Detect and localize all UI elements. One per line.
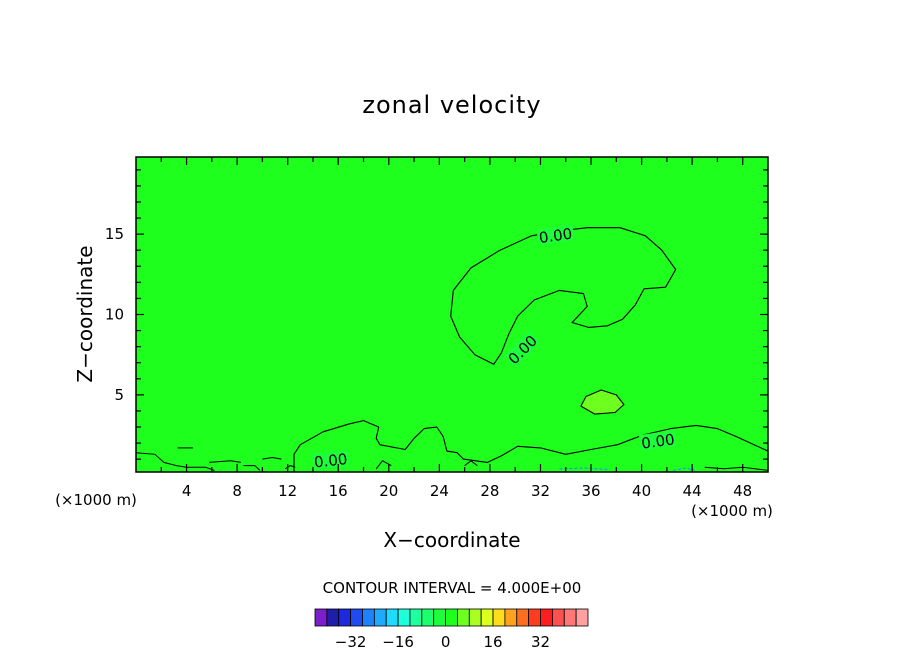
colorbar-swatch <box>528 608 541 627</box>
contour-region-3 <box>293 420 769 473</box>
svg-text:0.00: 0.00 <box>640 430 676 452</box>
lower-contour-fringes <box>135 447 769 471</box>
contour-fringe-3 <box>243 465 261 471</box>
y-tick-labels: 5 10 15 <box>105 225 124 404</box>
x-tick-label: 8 <box>232 482 242 500</box>
colorbar-tick-label: 32 <box>531 633 550 651</box>
contour-region-2 <box>580 389 625 415</box>
colorbar-swatch <box>409 608 423 627</box>
negative-contour-1 <box>559 467 611 471</box>
colorbar-tick-label: −32 <box>335 633 367 651</box>
x-tick-label: 28 <box>480 482 499 500</box>
colorbar-swatch <box>385 608 399 627</box>
colorbar-swatch <box>326 608 340 627</box>
colorbar-swatch <box>551 608 565 627</box>
negative-contour-2 <box>673 467 695 471</box>
colorbar-swatch <box>397 608 411 627</box>
x-tick-label: 4 <box>182 482 192 500</box>
contour-fringe-1 <box>135 452 215 471</box>
contour-regions <box>293 227 769 473</box>
x-tick-label: 12 <box>278 482 297 500</box>
colorbar <box>314 608 589 627</box>
colorbar-tick-label: 0 <box>441 633 451 651</box>
x-tick-label: 20 <box>379 482 398 500</box>
y-tick-label: 5 <box>114 386 124 404</box>
x-unit-label-right: (×1000 m) <box>691 502 773 520</box>
colorbar-swatch <box>314 608 328 627</box>
contour-labels: 0.000.000.000.00 <box>311 224 677 471</box>
colorbar-tick-label: 16 <box>483 633 502 651</box>
y-tick-label: 15 <box>105 225 124 243</box>
contour-fringe-7 <box>464 460 478 466</box>
colorbar-tick-labels: −32 −16 0 16 32 <box>335 633 550 651</box>
svg-text:0.00: 0.00 <box>313 450 348 471</box>
colorbar-swatch <box>338 608 352 627</box>
contour-label-3: 0.00 <box>311 449 350 471</box>
colorbar-swatch <box>563 608 577 627</box>
colorbar-swatch <box>421 608 435 627</box>
colorbar-tick-label: −16 <box>382 633 414 651</box>
x-unit-label-left: (×1000 m) <box>55 491 137 509</box>
colorbar-swatch <box>492 608 506 627</box>
y-axis-label: Z−coordinate <box>73 245 97 382</box>
colorbar-swatch <box>362 608 375 627</box>
x-tick-label: 40 <box>632 482 651 500</box>
colorbar-swatch <box>575 608 589 627</box>
colorbar-swatch <box>373 608 387 627</box>
colorbar-swatch <box>504 608 518 627</box>
colorbar-swatch <box>457 608 470 627</box>
colorbar-swatch <box>468 608 482 627</box>
colorbar-swatch <box>480 608 494 627</box>
y-tick-label: 10 <box>105 306 124 324</box>
colorbar-swatch <box>350 608 363 627</box>
x-tick-label: 36 <box>581 482 600 500</box>
colorbar-swatch <box>516 608 530 627</box>
x-tick-labels: 4 8 12 16 20 24 28 32 36 40 44 48 <box>182 482 752 500</box>
contour-fringe-5 <box>284 465 296 470</box>
x-tick-label: 16 <box>329 482 348 500</box>
contour-label-1: 0.00 <box>536 224 575 247</box>
contour-fringe-9 <box>704 466 769 471</box>
x-tick-label: 32 <box>531 482 550 500</box>
x-tick-label: 44 <box>683 482 702 500</box>
x-axis-label: X−coordinate <box>383 528 520 552</box>
colorbar-swatch <box>445 608 458 627</box>
axis-ticks <box>136 157 768 472</box>
contour-interval-label: CONTOUR INTERVAL = 4.000E+00 <box>323 579 582 597</box>
contour-label-4: 0.00 <box>638 430 677 453</box>
colorbar-swatch <box>540 608 553 627</box>
chart-title: zonal velocity <box>362 91 541 119</box>
x-tick-label: 24 <box>430 482 449 500</box>
colorbar-swatch <box>433 608 446 627</box>
contour-fringe-2 <box>209 460 241 463</box>
x-tick-label: 48 <box>733 482 752 500</box>
contour-region-1 <box>450 227 677 365</box>
svg-text:0.00: 0.00 <box>538 225 574 247</box>
contour-fringe-4 <box>262 456 282 460</box>
